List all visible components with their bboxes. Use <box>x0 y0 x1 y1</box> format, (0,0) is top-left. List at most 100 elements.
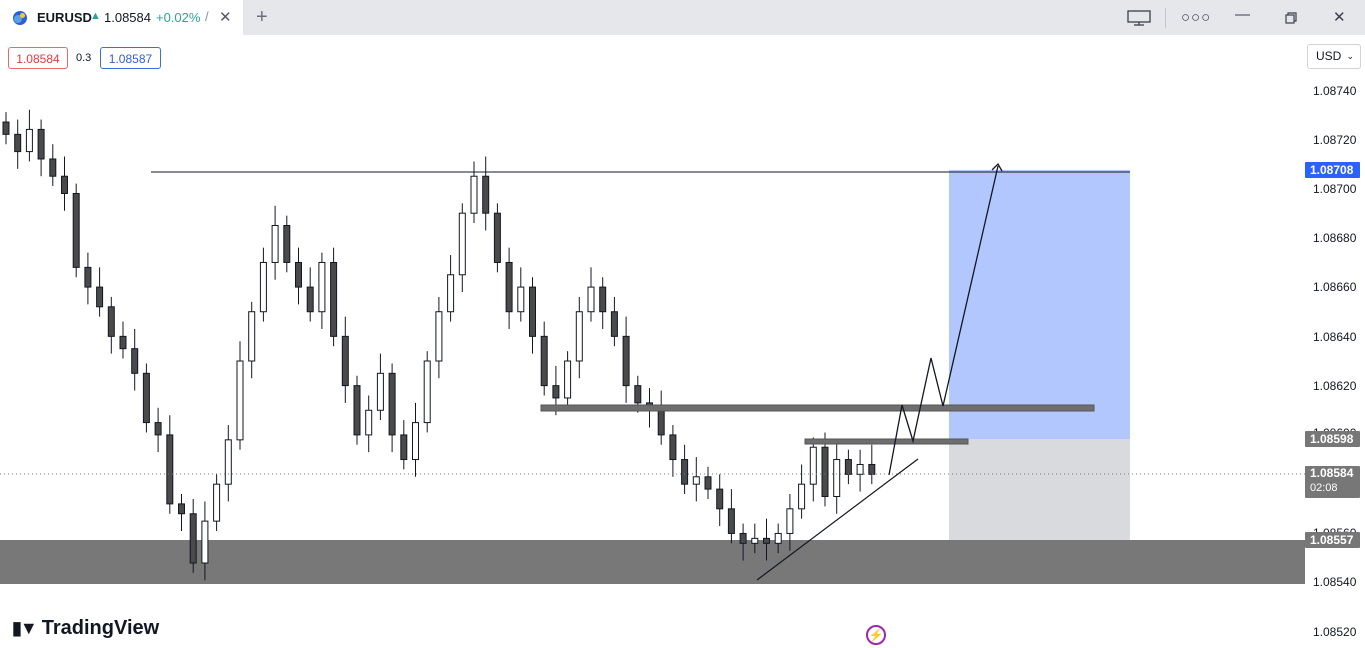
candle-body <box>564 360 572 399</box>
candle-body <box>821 446 829 497</box>
entry-price-tag: 1.08598 <box>1305 431 1360 447</box>
candle-body <box>423 360 431 424</box>
candle-body <box>809 446 817 485</box>
candle-body <box>517 286 525 313</box>
candle-body <box>295 261 302 288</box>
axis-tick: 1.08700 <box>1313 182 1357 196</box>
candle-body <box>552 385 560 399</box>
mid-level-bar[interactable] <box>540 404 1095 412</box>
candle-body <box>786 508 794 534</box>
candle-body <box>25 128 33 153</box>
title-bar: EURUSD ▲ 1.08584 +0.02% / ✕ + ○○○ — ✕ <box>0 0 1365 35</box>
candle-body <box>107 306 115 337</box>
candle-body <box>692 476 700 485</box>
monitor-icon[interactable] <box>1127 10 1151 26</box>
symbol-tab[interactable]: EURUSD ▲ 1.08584 +0.02% / ✕ <box>0 0 243 35</box>
candle-body <box>435 311 443 362</box>
candle-body <box>84 266 92 288</box>
candle-body <box>2 121 10 135</box>
candle-body <box>482 175 490 214</box>
candle-body <box>763 537 770 544</box>
ask-button[interactable]: 1.08587 <box>100 47 161 69</box>
target-price-tag: 1.08708 <box>1305 162 1360 178</box>
candle-body <box>119 335 127 350</box>
projection-path[interactable] <box>888 165 999 476</box>
candle-body <box>856 463 864 475</box>
candle-body <box>657 409 665 436</box>
bid-button[interactable]: 1.08584 <box>8 47 68 69</box>
candle-body <box>529 286 536 337</box>
tv-logo-icon: ▮▼ <box>12 618 38 638</box>
candle-body <box>599 286 607 313</box>
price-chart[interactable] <box>0 36 1305 616</box>
candle-body <box>166 434 174 505</box>
position-target-area[interactable] <box>949 170 1130 439</box>
minimize-icon[interactable]: — <box>1235 6 1250 23</box>
candle-body <box>189 513 197 564</box>
candle-body <box>739 532 747 544</box>
stop-price-tag: 1.08557 <box>1305 532 1360 548</box>
lightning-icon[interactable]: ⚡ <box>866 625 886 645</box>
axis-tick: 1.08640 <box>1313 330 1357 344</box>
plus-icon[interactable]: + <box>256 6 268 28</box>
brand-name: TradingView <box>41 617 160 639</box>
chevron-down-icon: ⌄ <box>1346 51 1354 61</box>
spread-value: 0.3 <box>76 52 92 64</box>
current-price-tag: 1.08584 02:08 <box>1305 466 1360 498</box>
tab-symbol: EURUSD <box>37 10 92 25</box>
candle-body <box>833 459 841 497</box>
candle-body <box>505 261 513 313</box>
candle-body <box>224 439 232 485</box>
current-price-value: 1.08584 <box>1310 466 1354 480</box>
up-arrow-icon: ▲ <box>90 10 101 22</box>
candle-body <box>716 488 724 510</box>
candle-body <box>622 335 630 387</box>
candle-body <box>704 476 712 490</box>
candle-body <box>306 286 314 313</box>
axis-tick: 1.08620 <box>1313 379 1357 393</box>
projection-arrowhead <box>991 162 1003 172</box>
candle-body <box>458 212 466 276</box>
close-icon[interactable]: ✕ <box>219 9 232 26</box>
currency-select[interactable]: USD ⌄ <box>1307 44 1361 69</box>
candle-body <box>587 286 595 313</box>
tab-separator: / <box>205 9 209 24</box>
candle-body <box>610 311 618 337</box>
candle-body <box>248 311 256 362</box>
candle-body <box>634 385 642 404</box>
candle-body <box>365 409 373 436</box>
candle-body <box>131 348 139 374</box>
candle-body <box>727 508 735 534</box>
axis-tick: 1.08720 <box>1313 133 1357 147</box>
trend-line[interactable] <box>756 458 919 581</box>
candle-body <box>341 335 349 387</box>
candle-body <box>72 192 80 268</box>
tab-price: 1.08584 <box>104 10 151 25</box>
entry-level-bar[interactable] <box>804 438 969 445</box>
candle-body <box>37 128 45 160</box>
tradingview-logo[interactable]: ▮▼ TradingView <box>12 617 159 640</box>
candle-body <box>376 372 384 411</box>
candle-body <box>49 158 57 177</box>
position-stop-area[interactable] <box>949 439 1130 540</box>
candle-body <box>412 422 419 461</box>
candle-body <box>798 483 806 510</box>
candle-body <box>774 532 782 544</box>
candle-body <box>681 459 689 485</box>
candle-body <box>154 422 162 436</box>
candle-body <box>142 372 150 424</box>
candle-body <box>493 212 501 263</box>
maximize-icon[interactable] <box>1285 12 1297 24</box>
candle-body <box>259 261 267 313</box>
close-icon[interactable]: ✕ <box>1333 9 1346 26</box>
currency-value: USD <box>1316 49 1342 63</box>
candle-body <box>540 335 548 387</box>
axis-tick: 1.08660 <box>1313 280 1357 294</box>
support-zone[interactable] <box>0 540 1305 584</box>
more-dots-icon[interactable]: ○○○ <box>1181 9 1212 26</box>
candle-body <box>318 261 326 313</box>
bar-countdown: 02:08 <box>1310 482 1338 494</box>
candle-body <box>470 175 478 214</box>
axis-tick: 1.08520 <box>1313 625 1357 639</box>
candlestick-series <box>2 109 876 581</box>
